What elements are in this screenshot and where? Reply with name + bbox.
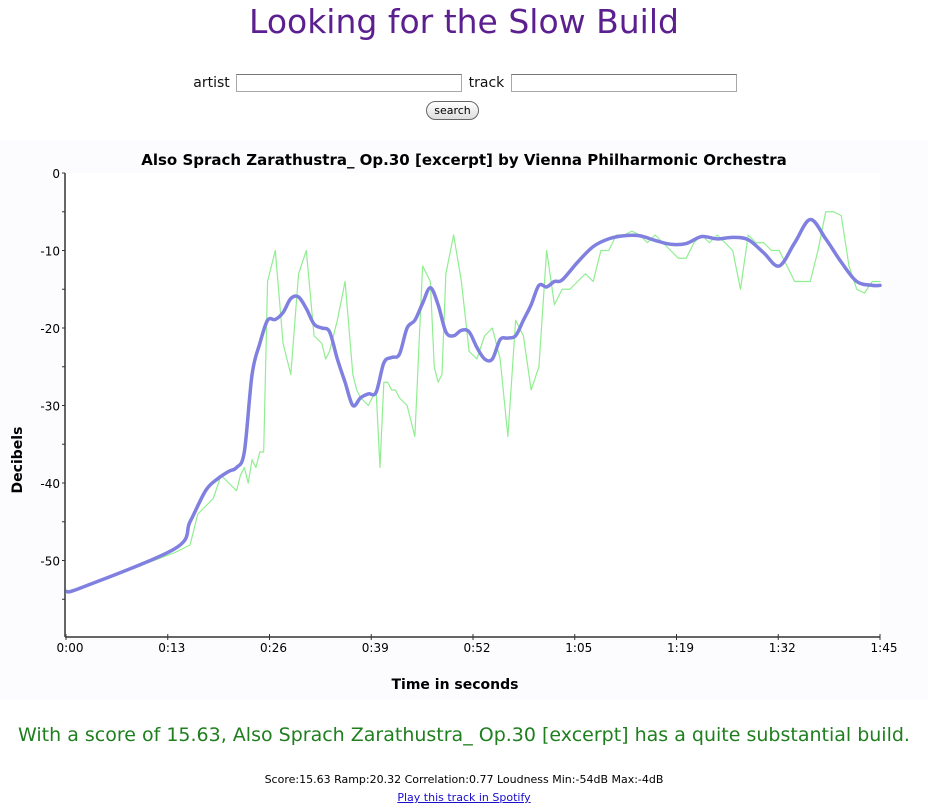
- y-axis-ticks: 0 -10 -20 -30 -40 -50: [40, 167, 65, 600]
- y-tick-label: -40: [40, 477, 60, 491]
- page-title: Looking for the Slow Build: [249, 2, 679, 41]
- stats-line: Score:15.63 Ramp:20.32 Correlation:0.77 …: [264, 773, 664, 786]
- x-axis-label: Time in seconds: [391, 677, 518, 693]
- artist-label: artist: [193, 75, 230, 91]
- loudness-chart: Also Sprach Zarathustra_ Op.30 [excerpt]…: [0, 140, 928, 700]
- y-tick-label: 0: [52, 167, 60, 181]
- x-tick-label: 1:32: [769, 641, 796, 655]
- chart-title: Also Sprach Zarathustra_ Op.30 [excerpt]…: [141, 151, 787, 169]
- chart-canvas: 0 -10 -20 -30 -40 -50 0:00 0:13 0:26 0:39 0:52 1:0…: [10, 167, 898, 693]
- x-tick-label: 0:13: [158, 641, 185, 655]
- x-tick-label: 0:00: [57, 641, 84, 655]
- search-form: artist track: [0, 74, 928, 92]
- smoothed-loudness-line: [64, 217, 882, 594]
- y-tick-label: -10: [40, 245, 60, 259]
- spotify-link[interactable]: Play this track in Spotify: [397, 791, 531, 804]
- x-tick-label: 0:26: [260, 641, 287, 655]
- x-tick-label: 1:19: [667, 641, 694, 655]
- y-tick-label: -30: [40, 400, 60, 414]
- track-input[interactable]: [510, 74, 737, 92]
- y-tick-label: -50: [40, 555, 60, 569]
- artist-input[interactable]: [236, 74, 463, 92]
- y-tick-label: -20: [40, 322, 60, 336]
- x-tick-label: 1:05: [565, 641, 592, 655]
- y-axis-label: Decibels: [10, 427, 26, 494]
- plot-area: [66, 173, 880, 637]
- verdict-text: With a score of 15.63, Also Sprach Zarat…: [18, 724, 910, 746]
- x-tick-label: 1:45: [871, 641, 898, 655]
- x-tick-label: 0:52: [464, 641, 491, 655]
- raw-loudness-line: [65, 211, 881, 593]
- x-tick-label: 0:39: [362, 641, 389, 655]
- search-button[interactable]: search: [426, 101, 479, 120]
- track-label: track: [468, 75, 505, 91]
- x-axis-ticks: 0:00 0:13 0:26 0:39 0:52 1:05 1:19 1:32 1:45: [57, 634, 898, 655]
